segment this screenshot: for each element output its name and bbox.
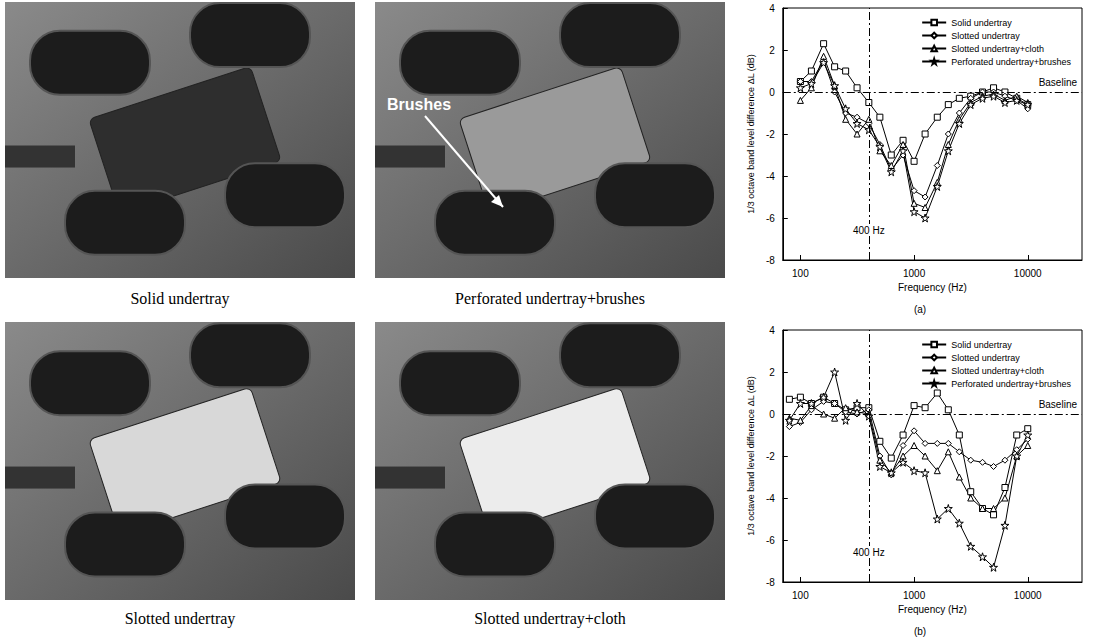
svg-text:Perforated undertray+brushes: Perforated undertray+brushes — [951, 379, 1071, 389]
svg-text:-2: -2 — [766, 129, 775, 140]
svg-text:4: 4 — [769, 3, 775, 14]
svg-text:0: 0 — [769, 87, 775, 98]
svg-text:10000: 10000 — [1014, 268, 1042, 279]
svg-text:4: 4 — [769, 325, 775, 336]
svg-text:100: 100 — [792, 268, 809, 279]
svg-text:Slotted undertray+cloth: Slotted undertray+cloth — [951, 44, 1044, 54]
svg-text:Slotted undertray+cloth: Slotted undertray+cloth — [951, 366, 1044, 376]
svg-text:(b): (b) — [914, 626, 926, 637]
svg-text:Frequency (Hz): Frequency (Hz) — [898, 282, 967, 293]
svg-text:100: 100 — [792, 590, 809, 601]
svg-text:1000: 1000 — [903, 268, 926, 279]
svg-text:Brushes: Brushes — [387, 96, 451, 113]
svg-text:Slotted undertray: Slotted undertray — [951, 31, 1020, 41]
svg-text:-6: -6 — [766, 213, 775, 224]
svg-text:Solid undertray: Solid undertray — [951, 340, 1012, 350]
svg-text:2: 2 — [769, 367, 775, 378]
svg-text:(a): (a) — [914, 304, 926, 315]
svg-text:Baseline: Baseline — [1039, 77, 1078, 88]
svg-text:Perforated undertray+brushes: Perforated undertray+brushes — [951, 57, 1071, 67]
svg-text:-4: -4 — [766, 171, 775, 182]
svg-text:1/3 octave band level differen: 1/3 octave band level difference ΔL (dB) — [746, 54, 756, 214]
svg-text:400 Hz: 400 Hz — [853, 225, 885, 236]
svg-text:Solid undertray: Solid undertray — [951, 18, 1012, 28]
svg-text:Baseline: Baseline — [1039, 399, 1078, 410]
svg-text:2: 2 — [769, 45, 775, 56]
html-text:Slotted undertray: Slotted undertray — [124, 610, 236, 627]
svg-text:Frequency (Hz): Frequency (Hz) — [898, 604, 967, 615]
svg-text:0: 0 — [769, 409, 775, 420]
svg-text:-4: -4 — [766, 493, 775, 504]
svg-text:-6: -6 — [766, 535, 775, 546]
svg-text:-8: -8 — [766, 255, 775, 266]
svg-text:400 Hz: 400 Hz — [853, 547, 885, 558]
svg-text:1000: 1000 — [903, 590, 926, 601]
html-text:Solid undertray: Solid undertray — [130, 290, 230, 307]
svg-text:-2: -2 — [766, 451, 775, 462]
html-text:Perforated undertray+brushes: Perforated undertray+brushes — [455, 290, 645, 307]
html-text:Slotted undertray+cloth: Slotted undertray+cloth — [474, 610, 626, 627]
svg-text:10000: 10000 — [1014, 590, 1042, 601]
svg-text:1/3 octave band level differen: 1/3 octave band level difference ΔL (dB) — [746, 376, 756, 536]
svg-text:Slotted undertray: Slotted undertray — [951, 353, 1020, 363]
svg-text:-8: -8 — [766, 577, 775, 588]
